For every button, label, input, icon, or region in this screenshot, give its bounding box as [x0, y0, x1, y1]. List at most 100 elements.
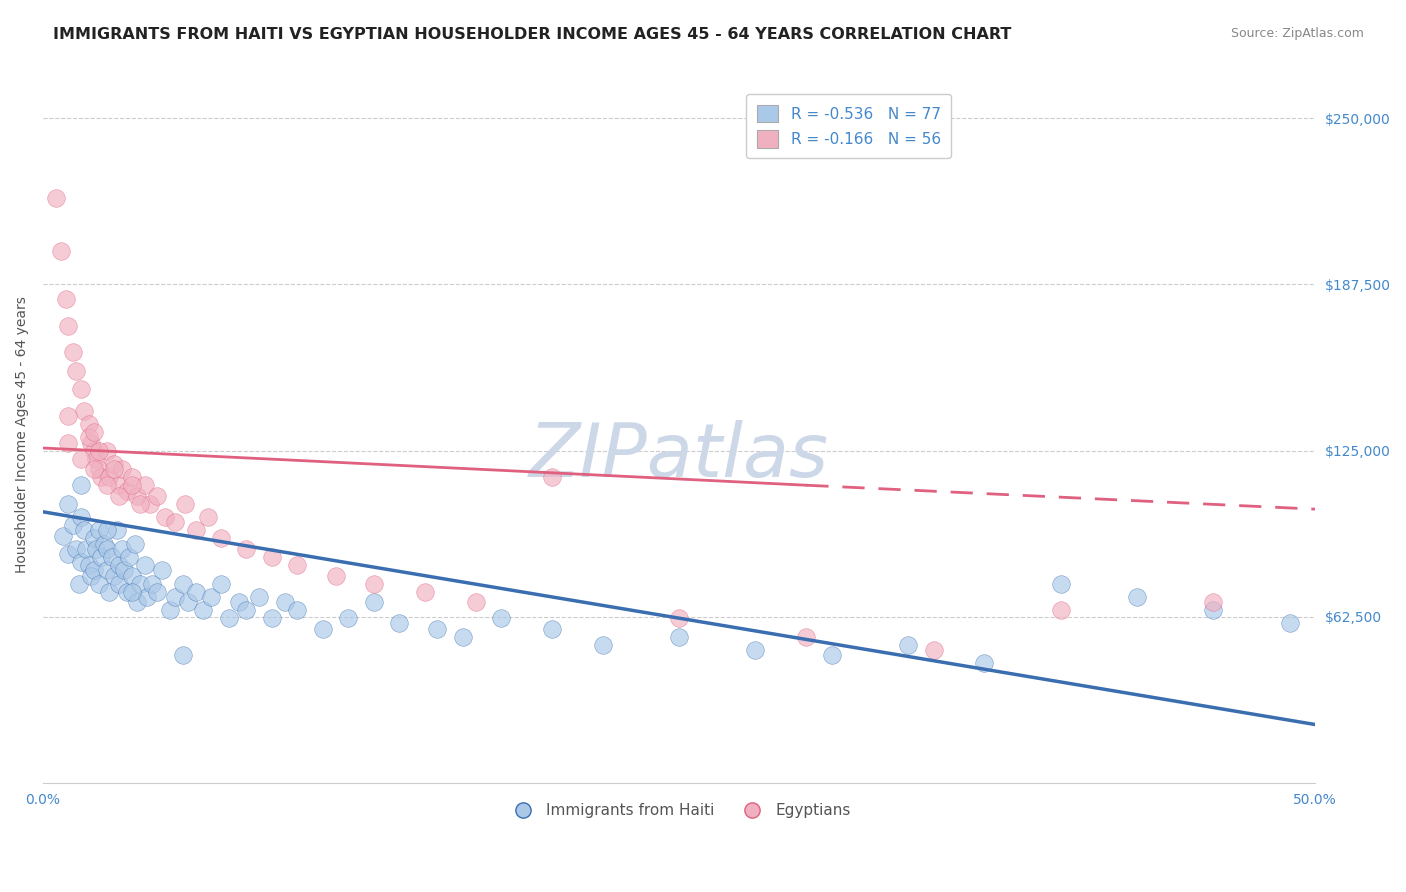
Point — [1049, 603, 1071, 617]
Point — [922, 643, 945, 657]
Point — [83, 425, 105, 439]
Point — [337, 611, 360, 625]
Point — [55, 292, 77, 306]
Point — [260, 549, 283, 564]
Point — [58, 409, 80, 423]
Point — [141, 576, 163, 591]
Point — [121, 584, 143, 599]
Point — [146, 584, 169, 599]
Y-axis label: Householder Income Ages 45 - 64 years: Householder Income Ages 45 - 64 years — [15, 296, 30, 574]
Point — [96, 563, 118, 577]
Point — [426, 622, 449, 636]
Point — [108, 576, 131, 591]
Point — [668, 630, 690, 644]
Point — [98, 584, 121, 599]
Point — [121, 478, 143, 492]
Point — [62, 345, 84, 359]
Point — [464, 595, 486, 609]
Point — [172, 648, 194, 663]
Point — [105, 524, 128, 538]
Point — [165, 516, 187, 530]
Point — [247, 590, 270, 604]
Text: IMMIGRANTS FROM HAITI VS EGYPTIAN HOUSEHOLDER INCOME AGES 45 - 64 YEARS CORRELAT: IMMIGRANTS FROM HAITI VS EGYPTIAN HOUSEH… — [53, 27, 1012, 42]
Point — [65, 542, 87, 557]
Point — [90, 470, 112, 484]
Point — [83, 443, 105, 458]
Point — [174, 497, 197, 511]
Point — [134, 478, 156, 492]
Point — [260, 611, 283, 625]
Point — [58, 435, 80, 450]
Point — [70, 510, 93, 524]
Point — [153, 510, 176, 524]
Point — [90, 549, 112, 564]
Point — [65, 364, 87, 378]
Point — [228, 595, 250, 609]
Point — [1049, 576, 1071, 591]
Point — [75, 542, 97, 557]
Point — [86, 451, 108, 466]
Point — [285, 558, 308, 572]
Point — [184, 584, 207, 599]
Point — [86, 542, 108, 557]
Point — [87, 462, 110, 476]
Point — [58, 547, 80, 561]
Point — [197, 510, 219, 524]
Point — [115, 483, 138, 498]
Point — [121, 568, 143, 582]
Point — [83, 563, 105, 577]
Point — [152, 563, 174, 577]
Point — [103, 457, 125, 471]
Point — [209, 532, 232, 546]
Point — [49, 244, 72, 259]
Point — [136, 590, 159, 604]
Point — [1126, 590, 1149, 604]
Point — [108, 489, 131, 503]
Point — [96, 443, 118, 458]
Point — [146, 489, 169, 503]
Point — [1202, 595, 1225, 609]
Point — [67, 576, 90, 591]
Point — [235, 603, 257, 617]
Point — [540, 470, 562, 484]
Text: ZIPatlas: ZIPatlas — [529, 419, 830, 491]
Point — [72, 404, 94, 418]
Point — [388, 616, 411, 631]
Point — [139, 497, 162, 511]
Point — [100, 549, 122, 564]
Point — [93, 537, 115, 551]
Point — [58, 497, 80, 511]
Point — [96, 524, 118, 538]
Point — [111, 542, 134, 557]
Point — [273, 595, 295, 609]
Point — [80, 435, 103, 450]
Point — [540, 622, 562, 636]
Point — [312, 622, 335, 636]
Point — [96, 542, 118, 557]
Point — [159, 603, 181, 617]
Point — [125, 489, 148, 503]
Point — [103, 462, 125, 476]
Point — [118, 549, 141, 564]
Point — [451, 630, 474, 644]
Point — [70, 555, 93, 569]
Point — [218, 611, 240, 625]
Point — [177, 595, 200, 609]
Point — [125, 595, 148, 609]
Point — [52, 529, 75, 543]
Point — [98, 470, 121, 484]
Point — [77, 558, 100, 572]
Point — [80, 568, 103, 582]
Point — [108, 478, 131, 492]
Point — [62, 518, 84, 533]
Point — [77, 430, 100, 444]
Point — [124, 537, 146, 551]
Point — [193, 603, 215, 617]
Point — [70, 451, 93, 466]
Point — [209, 576, 232, 591]
Point — [112, 563, 135, 577]
Point — [83, 532, 105, 546]
Point — [973, 657, 995, 671]
Point — [668, 611, 690, 625]
Point — [134, 558, 156, 572]
